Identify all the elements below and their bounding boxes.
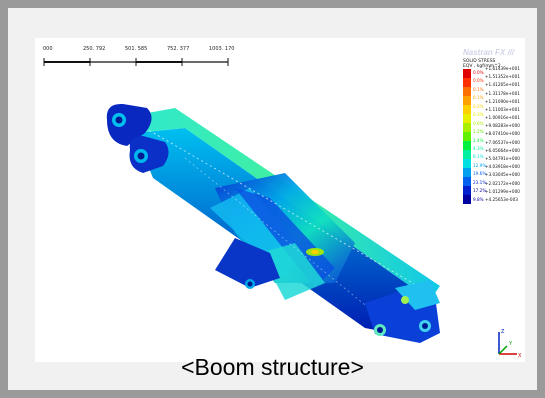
legend-color-swatch [463,159,471,168]
legend-percent: 0.6% [473,120,484,126]
legend-color-swatch [463,96,471,105]
scale-tick-label: 501. 585 [125,46,148,52]
stress-legend: Nastran FX /// SOLID STRESS EQV , kgf/mm… [463,48,525,218]
legend-value: +6.05664e+000 [485,147,520,153]
legend-color-swatch [463,69,471,78]
axis-triad: X Y Z [498,329,522,359]
legend-color-scale [463,69,471,204]
legend-color-swatch [463,114,471,123]
legend-title: SOLID STRESS [463,59,496,64]
figure-frame: 000 250. 792 501. 585 752. 377 1003. 170 [8,8,537,390]
legend-percent: 19.6% [473,171,487,177]
left-end-lugs [106,103,169,173]
legend-color-swatch [463,132,471,141]
legend-value: +1.21090e+001 [485,98,520,104]
legend-value: +4.25653e-003 [485,196,518,202]
legend-value: +3.03045e+000 [485,172,520,178]
legend-percent: 4.3% [473,145,484,151]
legend-percent: 1.2% [473,129,484,135]
legend-value: +1.61439e+001 [485,66,520,71]
legend-percent: 0.3% [473,112,484,118]
legend-color-swatch [463,87,471,96]
legend-value: +7.06537e+000 [485,139,520,145]
legend-color-swatch [463,78,471,87]
scale-bar: 000 250. 792 501. 585 752. 377 1003. 170 [43,46,243,76]
legend-value: +5.04791e+000 [485,156,520,161]
legend-color-swatch [463,195,471,204]
legend-percent: 0.2% [473,103,484,109]
legend-color-swatch [463,150,471,159]
scale-tick-label: 250. 792 [83,46,106,52]
scale-bar-line [43,58,229,66]
legend-value: +1.01299e+000 [485,188,520,194]
scale-tick-label: 000 [43,46,53,52]
boom-top-face [131,108,440,300]
legend-percent: 0.0% [473,78,484,84]
legend-value: +2.02172e+000 [485,180,520,186]
legend-percent: 2.4% [473,137,484,143]
legend-percent: 23.1% [473,179,487,185]
legend-percent: 0.1% [473,86,484,92]
legend-color-swatch [463,186,471,195]
legend-color-swatch [463,105,471,114]
figure-caption: <Boom structure> [181,354,364,380]
legend-unit: EQV , kgf/mm^2 [463,64,501,69]
legend-brand: Nastran FX /// [463,48,515,57]
legend-percent: 17.2% [473,188,487,194]
legend-percent: 12.9% [473,162,487,168]
fea-plot: 000 250. 792 501. 585 752. 377 1003. 170 [35,38,525,362]
axis-z-label: Z [501,329,505,335]
boom-model [106,103,440,343]
legend-percent: 0.1% [473,95,484,101]
boom-brace [260,243,325,300]
stress-hotspot [311,250,319,254]
legend-color-swatch [463,168,471,177]
legend-percent: 0.0% [473,70,484,75]
legend-percent: 8.1% [473,154,484,160]
legend-value: +1.11003e+001 [485,106,520,112]
legend-value: +1.51352e+001 [485,74,520,80]
legend-value: +4.03918e+000 [485,164,520,170]
legend-value: +1.41265e+001 [485,82,520,88]
legend-value: +1.00916e+001 [485,115,520,121]
scale-tick-label: 1003. 170 [209,46,235,52]
axis-y-label: Y [508,341,513,347]
legend-value: +1.31178e+001 [485,90,520,96]
legend-color-swatch [463,141,471,150]
right-end-lugs [365,280,440,343]
legend-color-swatch [463,177,471,186]
boom-strut [215,238,280,288]
legend-value: +9.08283e+000 [485,123,520,129]
legend-color-swatch [463,123,471,132]
scale-tick-label: 752. 377 [167,46,190,52]
legend-percent: 9.8% [473,196,484,202]
legend-value: +8.07410e+000 [485,131,520,137]
axis-x-label: X [518,353,522,359]
